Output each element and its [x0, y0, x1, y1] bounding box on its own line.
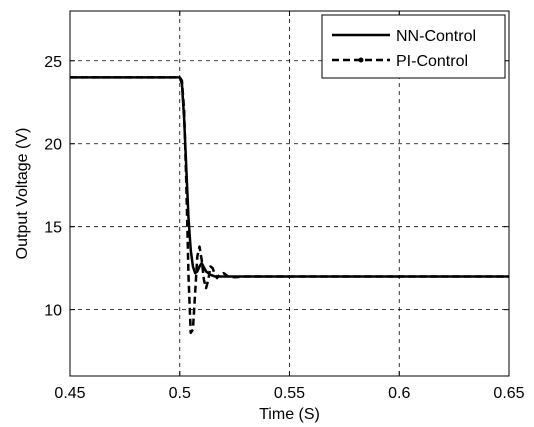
legend-box — [321, 14, 506, 79]
y-tick-label: 25 — [44, 54, 62, 71]
plot-lines — [70, 76, 509, 335]
x-tick-label: 0.5 — [169, 385, 191, 402]
y-axis-title: Output Voltage (V) — [14, 128, 31, 260]
x-tick-label: 0.65 — [493, 385, 524, 402]
x-tick-label: 0.45 — [54, 385, 85, 402]
x-tick-label: 0.6 — [388, 385, 410, 402]
y-tick-label: 10 — [44, 303, 62, 320]
y-tick-label: 20 — [44, 137, 62, 154]
legend-label: NN-Control — [396, 28, 476, 45]
y-tick-label: 15 — [44, 220, 62, 237]
series-line-pi-control — [70, 76, 509, 335]
x-tick-label: 0.55 — [274, 385, 305, 402]
legend-label: PI-Control — [396, 53, 468, 70]
grid — [70, 11, 509, 376]
x-axis-title: Time (S) — [259, 406, 320, 423]
tick-labels: 0.45 0.5 0.55 0.6 0.65 10 15 20 25 — [44, 54, 524, 402]
legend: NN-Control PI-Control — [321, 14, 506, 79]
legend-marker — [358, 57, 364, 63]
